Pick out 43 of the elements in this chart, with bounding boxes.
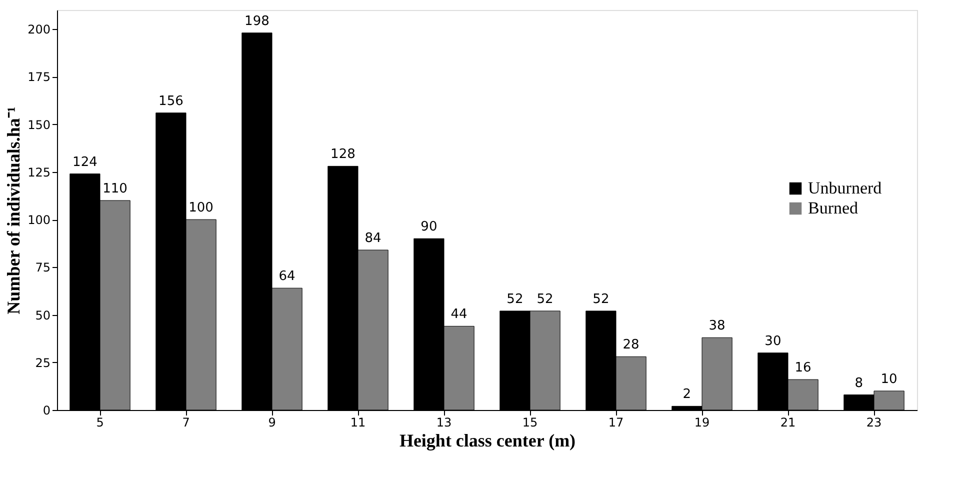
x-tick-label: 7 [182, 416, 190, 430]
data-label: 52 [592, 292, 610, 307]
x-tick-label: 21 [780, 416, 796, 430]
x-tick-label: 9 [268, 416, 276, 430]
x-tick-label: 19 [694, 416, 710, 430]
data-label: 44 [450, 307, 468, 322]
x-tick-label: 23 [866, 416, 882, 430]
legend-label: Burned [808, 198, 859, 218]
x-tick-label: 5 [96, 416, 104, 430]
y-tick-label: 150 [28, 118, 50, 132]
y-tick-label: 25 [35, 356, 50, 370]
x-tick-label: 13 [436, 416, 452, 430]
data-label: 38 [708, 318, 726, 334]
y-tick-label: 75 [35, 260, 50, 275]
data-label: 30 [764, 334, 782, 349]
data-label: 156 [158, 94, 184, 109]
y-tick-label: 50 [35, 308, 50, 322]
y-tick-label: 0 [42, 404, 50, 418]
data-label: 128 [330, 147, 356, 162]
data-label: 2 [682, 387, 692, 402]
x-tick-label: 17 [608, 416, 624, 430]
data-label: 52 [536, 292, 554, 307]
data-label: 198 [244, 14, 270, 29]
data-label: 16 [794, 360, 812, 376]
data-label: 124 [72, 154, 98, 170]
y-tick-label: 175 [28, 70, 50, 84]
data-label: 84 [364, 231, 382, 246]
x-tick-label: 11 [350, 416, 366, 430]
data-label: 10 [880, 372, 898, 387]
x-tick-label: 15 [522, 416, 538, 430]
x-axis-title: Height class center (m) [399, 430, 576, 450]
y-axis-title: Number of individuals.ha⁻¹ [4, 106, 24, 314]
data-label: 90 [420, 220, 438, 235]
data-label: 28 [622, 338, 640, 353]
y-tick-label: 125 [28, 165, 50, 180]
data-label: 52 [506, 292, 524, 307]
data-label: 64 [278, 269, 296, 284]
data-label: 8 [854, 376, 864, 391]
data-label: 100 [188, 200, 214, 216]
y-tick-label: 100 [28, 213, 50, 228]
data-label: 110 [102, 181, 128, 196]
legend-label: Unburnerd [808, 178, 882, 198]
y-tick-label: 200 [28, 22, 50, 37]
